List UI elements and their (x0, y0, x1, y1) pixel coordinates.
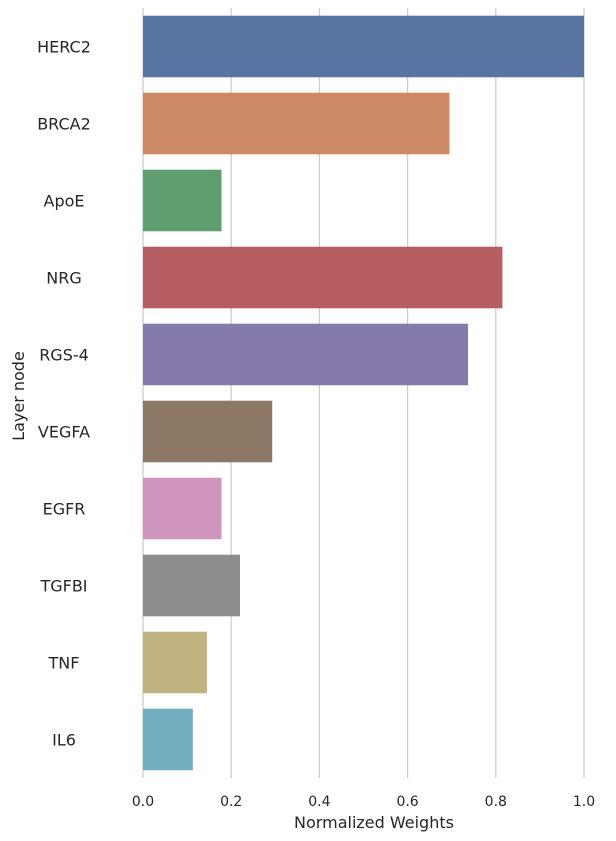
x-tick-labels: 0.0 0.2 0.4 0.6 0.8 1.0 (132, 794, 595, 810)
y-axis-title: Layer node (9, 351, 28, 441)
category-label: TNF (48, 654, 80, 673)
x-tick-label: 0.0 (132, 794, 154, 810)
bar-il6 (143, 708, 193, 771)
x-tick-label: 0.6 (396, 794, 418, 810)
x-tick-label: 0.8 (485, 794, 507, 810)
bar-apoe (143, 169, 222, 232)
bar-herc2 (143, 15, 584, 78)
x-axis-title: Normalized Weights (294, 813, 454, 832)
bar-nrg (143, 246, 503, 309)
bars (143, 15, 584, 771)
category-label: EGFR (43, 500, 86, 519)
bar-rgs-4 (143, 323, 469, 386)
category-label: BRCA2 (37, 115, 91, 134)
bar-brca2 (143, 92, 450, 155)
bar-tgfbi (143, 554, 241, 617)
bar-tnf (143, 631, 207, 694)
category-label: NRG (46, 269, 81, 288)
category-label: HERC2 (37, 38, 91, 57)
bar-vegfa (143, 400, 273, 463)
category-label: IL6 (52, 731, 76, 750)
category-label: ApoE (44, 192, 85, 211)
bar-egfr (143, 477, 222, 540)
x-tick-label: 0.4 (308, 794, 330, 810)
category-label: TGFBI (39, 577, 87, 596)
category-labels: HERC2 BRCA2 ApoE NRG RGS-4 VEGFA EGFR TGFBI TNF I… (37, 38, 91, 750)
category-label: VEGFA (38, 423, 90, 442)
x-tick-label: 0.2 (220, 794, 242, 810)
x-tick-label: 1.0 (573, 794, 595, 810)
category-label: RGS-4 (39, 346, 89, 365)
